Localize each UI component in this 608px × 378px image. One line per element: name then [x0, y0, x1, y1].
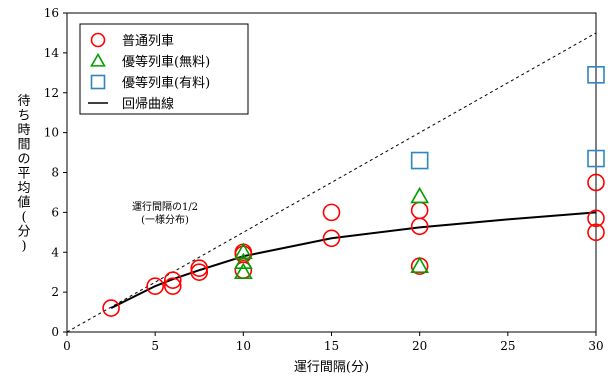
futsu-point	[190, 263, 209, 281]
data-markers	[102, 66, 605, 317]
regression-line-group	[110, 211, 597, 309]
yuto-muryo-point	[233, 252, 253, 270]
legend-marker	[90, 74, 106, 90]
y-tick-label: 10	[44, 126, 59, 140]
futsu-point	[587, 223, 605, 242]
futsu-point	[164, 271, 182, 289]
x-tick-label: 15	[324, 339, 339, 353]
legend-marker	[90, 32, 106, 48]
y-tick-label: 6	[51, 205, 59, 219]
yuto-yuryo-point	[587, 66, 605, 84]
futsu-point	[164, 277, 182, 295]
y-tick-label: 8	[51, 166, 59, 180]
futsu-point	[587, 209, 605, 228]
reference-line	[66, 32, 597, 333]
x-tick-label: 20	[412, 339, 427, 353]
legend-label: 優等列車(無料)	[122, 54, 210, 70]
x-tick-label: 0	[63, 339, 71, 353]
yuto-muryo-point	[410, 186, 430, 204]
y-axis-title: 待ち時間の平均値(分)	[17, 94, 30, 254]
yuto-yuryo-point	[587, 149, 605, 168]
yuto-muryo-point	[410, 256, 430, 274]
x-tick-label: 5	[151, 339, 159, 353]
yuto-muryo-point	[233, 242, 253, 260]
annotation-group: 運行間隔の1/2(一様分布)	[123, 196, 207, 230]
regression-curve	[110, 211, 597, 309]
y-tick-label: 12	[44, 86, 59, 100]
yuto-yuryo-point	[410, 151, 429, 170]
annotation-text: (一様分布)	[141, 213, 189, 226]
futsu-point	[190, 259, 209, 278]
legend-marker	[90, 52, 106, 67]
y-tick-label: 2	[51, 285, 59, 299]
x-axis-title: 運行間隔(分)	[294, 360, 369, 375]
yuto-muryo-point	[233, 262, 253, 279]
futsu-point	[146, 277, 164, 295]
axis-ticks: 0 5 10 15 20 25 30 0 2 4 6 8 10 12 14 16	[44, 6, 604, 353]
legend-label: 普通列車	[122, 34, 174, 49]
y-tick-label: 14	[44, 46, 60, 60]
annotation-bg	[123, 196, 207, 230]
x-tick-label: 10	[236, 339, 251, 353]
axis-titles: 運行間隔(分) 待ち時間の平均値(分)	[17, 94, 369, 375]
futsu-point	[587, 173, 605, 192]
reference-line-group	[66, 32, 597, 333]
x-tick-label: 25	[500, 339, 515, 353]
futsu-point	[322, 229, 341, 248]
y-tick-label: 4	[51, 245, 59, 259]
legend-label: 優等列車(有料)	[122, 75, 210, 91]
y-tick-label: 16	[44, 6, 59, 20]
futsu-point	[410, 201, 429, 220]
x-tick-label: 30	[588, 339, 603, 353]
y-tick-label: 0	[51, 325, 59, 339]
annotation-text: 運行間隔の1/2	[132, 200, 198, 213]
futsu-point	[322, 203, 341, 222]
futsu-point	[102, 299, 120, 317]
legend-box	[79, 23, 249, 115]
legend-label: 回帰曲線	[122, 96, 174, 112]
